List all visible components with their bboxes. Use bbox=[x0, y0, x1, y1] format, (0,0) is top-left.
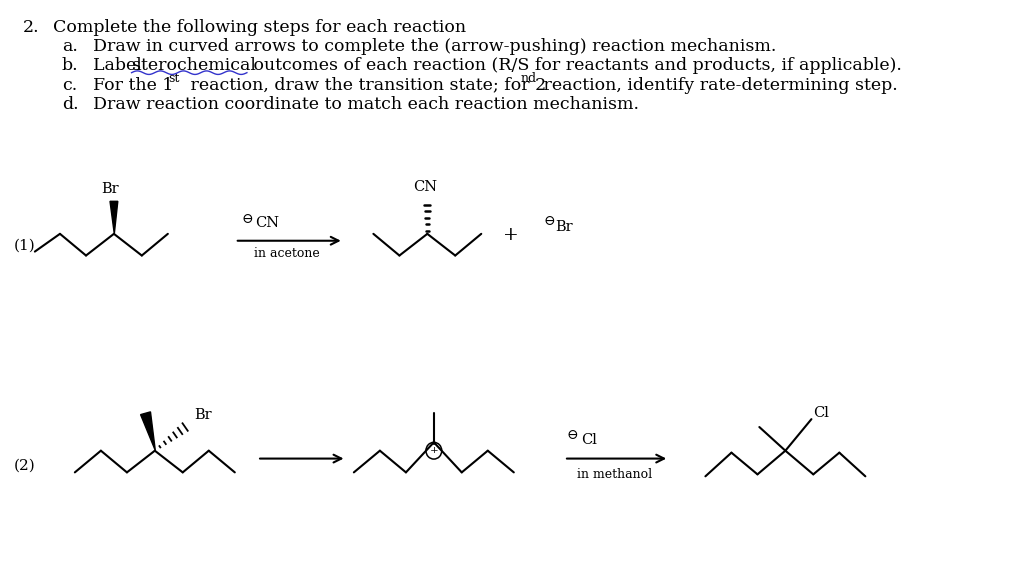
Polygon shape bbox=[110, 201, 118, 234]
Text: st: st bbox=[168, 72, 179, 85]
Text: +: + bbox=[503, 226, 519, 244]
Text: reaction, identify rate-determining step.: reaction, identify rate-determining step… bbox=[538, 76, 898, 94]
Text: (2): (2) bbox=[13, 459, 35, 473]
Text: d.: d. bbox=[61, 96, 79, 113]
Text: b.: b. bbox=[61, 57, 79, 75]
Text: Br: Br bbox=[101, 182, 119, 196]
Text: CN: CN bbox=[255, 216, 280, 230]
Text: CN: CN bbox=[414, 180, 437, 194]
Text: reaction, draw the transition state; for 2: reaction, draw the transition state; for… bbox=[184, 76, 546, 94]
Text: in acetone: in acetone bbox=[254, 247, 319, 259]
Text: outcomes of each reaction (R/S for reactants and products, if applicable).: outcomes of each reaction (R/S for react… bbox=[248, 57, 902, 75]
Text: sterochemical: sterochemical bbox=[131, 57, 255, 75]
Text: 2.: 2. bbox=[23, 19, 39, 36]
Polygon shape bbox=[140, 412, 156, 451]
Text: Br: Br bbox=[194, 408, 212, 422]
Text: Br: Br bbox=[555, 220, 572, 234]
Text: Draw in curved arrows to complete the (arrow-pushing) reaction mechanism.: Draw in curved arrows to complete the (a… bbox=[92, 38, 776, 55]
Text: c.: c. bbox=[61, 76, 77, 94]
Text: Complete the following steps for each reaction: Complete the following steps for each re… bbox=[52, 19, 466, 36]
Text: ⊖: ⊖ bbox=[544, 214, 555, 228]
Text: Label: Label bbox=[92, 57, 146, 75]
Text: ⊖: ⊖ bbox=[567, 428, 579, 442]
Text: in methanol: in methanol bbox=[577, 468, 652, 482]
Text: ⊖: ⊖ bbox=[242, 212, 253, 226]
Text: nd: nd bbox=[520, 72, 537, 85]
Text: a.: a. bbox=[61, 38, 78, 55]
Text: Draw reaction coordinate to match each reaction mechanism.: Draw reaction coordinate to match each r… bbox=[92, 96, 639, 113]
Text: Cl: Cl bbox=[581, 433, 597, 447]
Text: (1): (1) bbox=[13, 239, 35, 253]
Text: +: + bbox=[429, 446, 438, 455]
Text: Cl: Cl bbox=[813, 406, 829, 420]
Text: For the 1: For the 1 bbox=[92, 76, 173, 94]
